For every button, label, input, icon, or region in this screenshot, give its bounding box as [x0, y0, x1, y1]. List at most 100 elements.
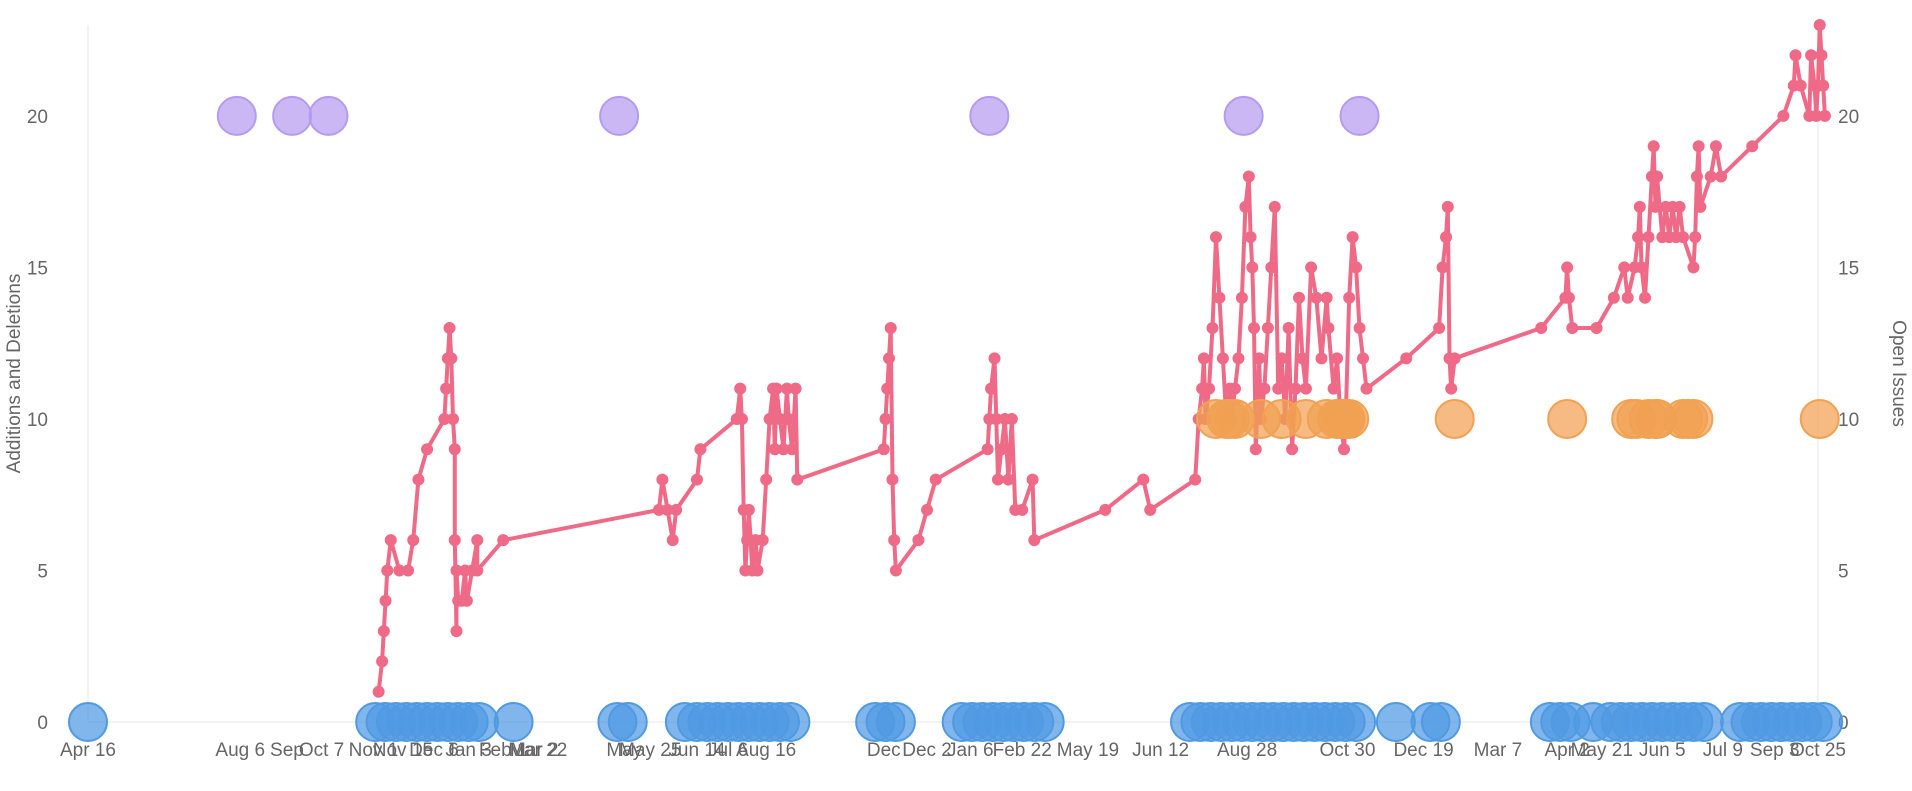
line-point — [1621, 291, 1634, 304]
line-point — [1794, 79, 1807, 92]
line-point — [1687, 261, 1700, 274]
line-point — [1246, 261, 1259, 274]
line-point — [782, 412, 795, 425]
bubble-point — [1673, 398, 1714, 439]
x-tick-label: Jun 14 — [668, 740, 725, 761]
line-point — [1448, 352, 1461, 365]
line-point — [1353, 322, 1366, 335]
line-point — [751, 564, 764, 577]
x-tick-label: May 25 — [619, 740, 681, 761]
line-point — [443, 322, 456, 335]
line-point — [1016, 503, 1029, 516]
line-point — [670, 503, 683, 516]
x-tick-label: Apr 16 — [60, 740, 116, 761]
line-point — [1441, 200, 1454, 213]
line-point — [1144, 503, 1157, 516]
y-left-axis-title: Additions and Deletions — [4, 274, 25, 474]
line-point — [1817, 79, 1830, 92]
line-point — [407, 534, 420, 547]
line-point — [1206, 322, 1219, 335]
line-point — [694, 443, 707, 456]
line-point — [1261, 322, 1274, 335]
line-point — [1209, 231, 1222, 244]
line-point — [1815, 49, 1828, 62]
x-tick-label: May 19 — [1057, 740, 1119, 761]
x-tick-label: Sep — [270, 740, 304, 761]
line-point — [985, 382, 998, 395]
line-point — [1232, 352, 1245, 365]
x-tick-label: Oct 7 — [299, 740, 344, 761]
line-point — [656, 473, 669, 486]
x-tick-label: Dec 6 — [409, 740, 459, 761]
line-point — [1305, 261, 1318, 274]
line-point — [1253, 352, 1266, 365]
line-point — [877, 443, 890, 456]
line-point — [1289, 382, 1302, 395]
line-point — [988, 352, 1001, 365]
line-point — [448, 443, 461, 456]
bubble-point — [607, 702, 648, 742]
bubble-point — [1420, 702, 1461, 742]
line-point — [1337, 443, 1350, 456]
line-point — [881, 382, 894, 395]
line-point — [381, 564, 394, 577]
x-tick-label: Oct 25 — [1790, 740, 1846, 761]
line-point — [1343, 291, 1356, 304]
x-tick-label: Aug 6 — [215, 740, 265, 761]
bubble-point — [68, 702, 108, 742]
line-point — [1618, 261, 1631, 274]
line-point — [1350, 261, 1363, 274]
line-point — [1647, 140, 1660, 153]
bubble-point — [599, 95, 640, 136]
line-point — [912, 534, 925, 547]
x-tick-label: Feb 22 — [993, 740, 1052, 761]
x-tick-label: Dec — [867, 740, 901, 761]
line-point — [1346, 231, 1359, 244]
line-point — [1704, 170, 1717, 183]
x-tick-label: Oct 30 — [1319, 740, 1375, 761]
line-point — [1293, 291, 1305, 304]
line-point — [1715, 170, 1728, 183]
line-point — [889, 564, 902, 577]
x-tick-label: Aug 16 — [736, 740, 796, 761]
line-point — [1673, 200, 1686, 213]
line-point — [1746, 140, 1759, 153]
line-point — [921, 503, 934, 516]
line-point — [448, 534, 461, 547]
line-point — [1327, 382, 1340, 395]
line-point — [471, 534, 484, 547]
line-point — [1189, 473, 1202, 486]
line-point — [1268, 200, 1281, 213]
line-point — [690, 473, 703, 486]
line-point — [1099, 503, 1112, 516]
bubble-point — [875, 702, 916, 742]
bubble-point — [272, 95, 313, 136]
line-point — [884, 322, 897, 335]
line-point — [1213, 291, 1226, 304]
line-point — [1002, 473, 1015, 486]
line-point — [742, 503, 755, 516]
x-tick-label: Mar 7 — [1474, 740, 1523, 761]
line-point — [1535, 322, 1548, 335]
line-point — [384, 534, 397, 547]
line-point — [1357, 352, 1370, 365]
x-tick-label: Jan 6 — [947, 740, 993, 761]
y-left-tick-label: 15 — [27, 258, 48, 279]
y-right-tick-label: 20 — [1838, 107, 1859, 128]
y-left-tick-label: 10 — [27, 410, 48, 431]
line-point — [1203, 382, 1216, 395]
line-point — [1242, 170, 1255, 183]
line-point — [1322, 322, 1335, 335]
y-right-tick-label: 5 — [1838, 561, 1849, 582]
bubble-point — [1329, 398, 1370, 439]
x-tick-label: Mar 22 — [508, 740, 567, 761]
line-point — [1299, 382, 1312, 395]
x-tick-label: Jun 12 — [1132, 740, 1189, 761]
line-point — [497, 534, 510, 547]
line-point — [1635, 261, 1648, 274]
line-point — [1248, 322, 1261, 335]
line-point — [1320, 291, 1333, 304]
line-point — [402, 564, 415, 577]
line-point — [1244, 231, 1257, 244]
